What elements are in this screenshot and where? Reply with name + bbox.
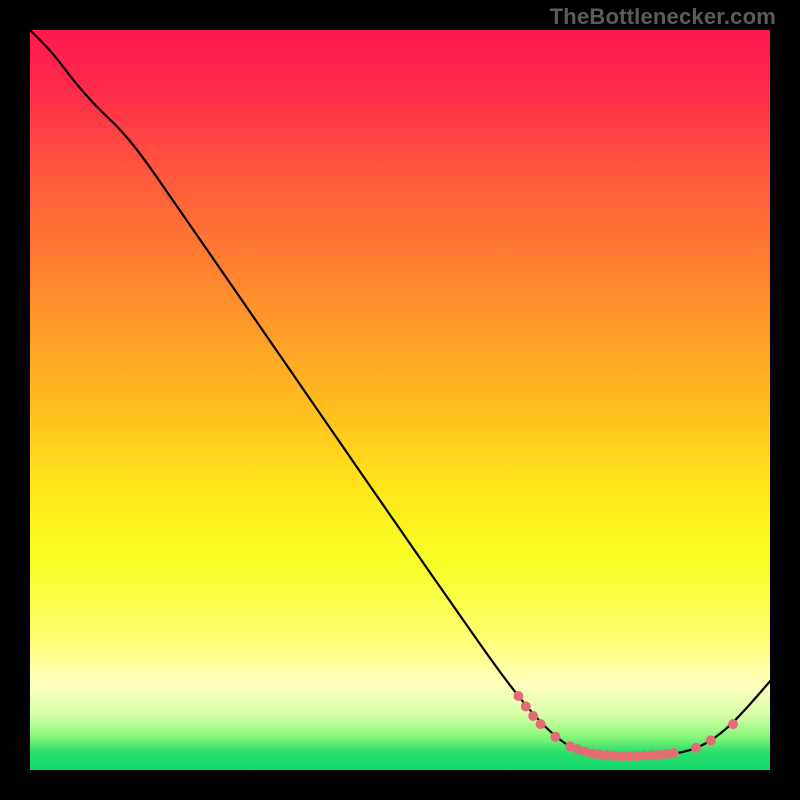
data-marker (669, 748, 679, 758)
data-marker (706, 735, 716, 745)
data-marker (728, 719, 738, 729)
chart-container: TheBottlenecker.com (0, 0, 800, 800)
data-marker (550, 732, 560, 742)
data-marker (536, 719, 546, 729)
plot-area (30, 30, 770, 770)
data-marker (513, 691, 523, 701)
watermark-text: TheBottlenecker.com (550, 4, 776, 30)
gradient-background (30, 30, 770, 770)
data-marker (691, 743, 701, 753)
plot-svg (30, 30, 770, 770)
data-marker (528, 711, 538, 721)
data-marker (521, 701, 531, 711)
